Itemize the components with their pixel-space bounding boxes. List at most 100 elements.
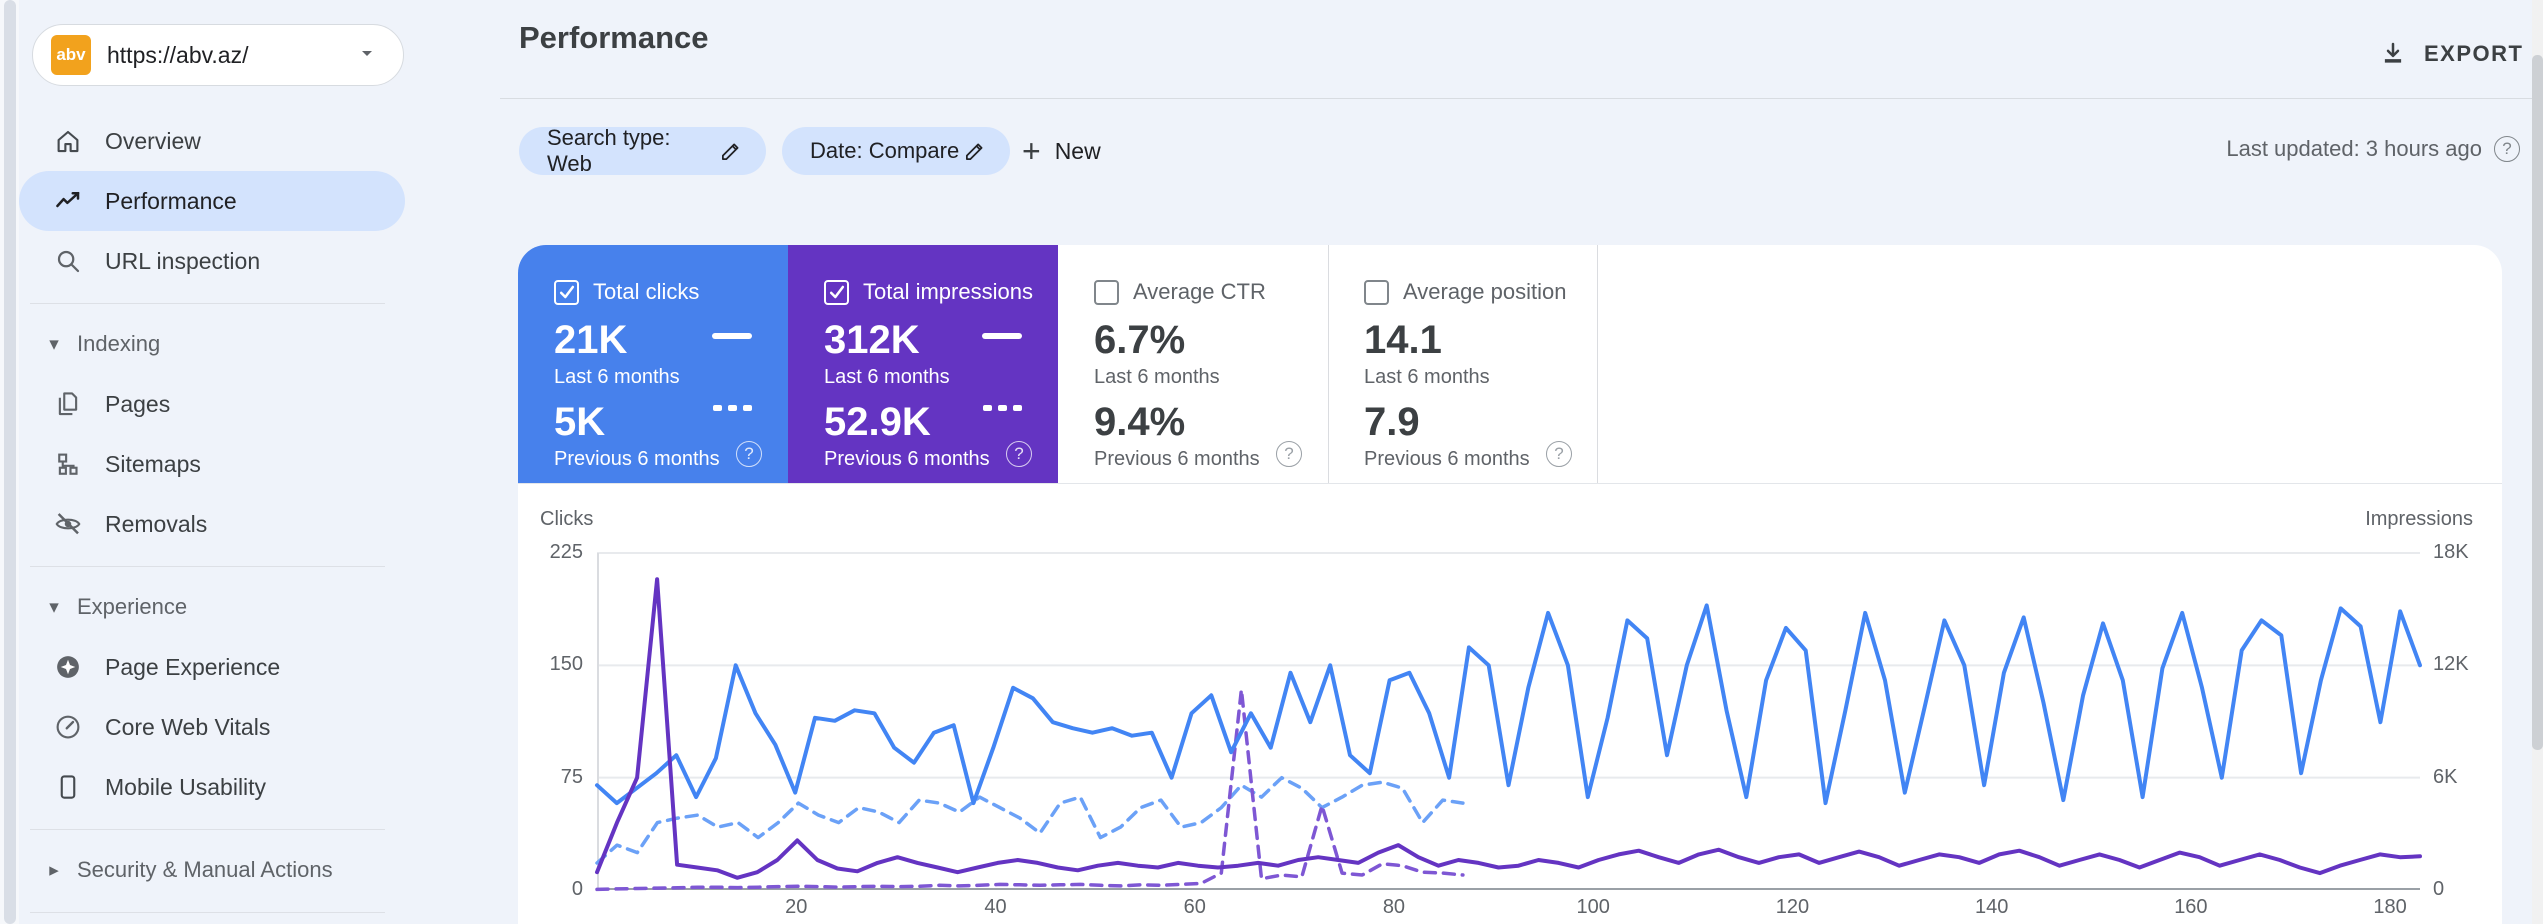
site-favicon: abv [51,35,91,75]
chevron-down-icon [355,41,379,70]
sidebar-item-page-experience[interactable]: Page Experience [19,637,405,697]
divider [30,303,385,304]
search-type-chip[interactable]: Search type: Web [519,125,766,176]
sidebar-item-label: Sitemaps [105,450,201,477]
sidebar-item-label: Mobile Usability [105,773,267,800]
current-value: 312K [824,318,920,362]
metric-card-average-ctr[interactable]: Average CTR 6.7% Last 6 months 9.4% Prev… [1058,245,1328,483]
divider [30,912,385,913]
help-icon[interactable]: ? [1006,441,1032,467]
sidebar-section-security-manual-actions[interactable]: ▸ Security & Manual Actions [19,840,405,900]
last-updated: Last updated: 3 hours ago ? [2226,136,2520,162]
divider [30,829,385,830]
help-icon[interactable]: ? [2494,136,2520,162]
sidebar-item-mobile-usability[interactable]: Mobile Usability [19,757,405,817]
current-period: Last 6 months [824,366,950,388]
card-divider [1328,245,1329,483]
previous-value: 5K [554,400,606,444]
sidebar-item-removals[interactable]: Removals [19,494,405,554]
sidebar-item-sitemaps[interactable]: Sitemaps [19,434,405,494]
current-value: 14.1 [1364,318,1442,362]
pages-icon [53,389,83,419]
series-line-dashed [595,775,1465,865]
checkbox-checked-icon[interactable] [824,279,849,305]
sidebar-item-pages[interactable]: Pages [19,374,405,434]
metric-card-total-impressions[interactable]: Total impressions 312K Last 6 months 52.… [788,245,1058,483]
previous-period: Previous 6 months [1094,448,1260,470]
previous-value: 52.9K [824,400,931,444]
right-scrollbar-thumb[interactable] [2532,55,2543,750]
sidebar-item-label: Page Experience [105,653,281,680]
performance-chart[interactable] [595,552,2422,892]
series-line-dashed [595,687,1465,892]
download-icon [2378,39,2408,69]
export-button[interactable]: EXPORT [2378,34,2523,74]
right-scrollbar[interactable] [2532,0,2543,924]
gauge-icon [53,712,83,742]
solid-line-indicator [712,333,752,339]
left-scrollbar-thumb[interactable] [4,0,16,924]
last-updated-text: Last updated: 3 hours ago [2226,136,2482,161]
new-filter-button[interactable]: + New [1022,127,1101,175]
current-period: Last 6 months [1364,366,1490,388]
chevron-down-icon: ▾ [49,596,59,618]
pencil-icon [718,138,744,164]
card-label: Average position [1403,279,1567,304]
metric-card-average-position[interactable]: Average position 14.1 Last 6 months 7.9 … [1328,245,1598,483]
divider [30,566,385,567]
property-selector[interactable]: abv https://abv.az/ [32,24,404,86]
magnifier-icon [53,246,83,276]
metric-card-total-clicks[interactable]: Total clicks 21K Last 6 months 5K Previo… [518,245,788,483]
sidebar-item-performance[interactable]: Performance [19,171,405,231]
sidebar-item-label: Performance [105,187,237,214]
dashed-line-indicator [713,405,752,411]
card-label: Total impressions [863,279,1033,304]
help-icon[interactable]: ? [736,441,762,467]
series-line-solid [595,603,2422,806]
sidebar-item-core-web-vitals[interactable]: Core Web Vitals [19,697,405,757]
export-label: EXPORT [2424,41,2524,66]
help-icon[interactable]: ? [1276,441,1302,467]
previous-period: Previous 6 months [824,448,990,470]
section-label: Indexing [77,331,161,356]
sidebar-item-label: URL inspection [105,247,261,274]
card-divider [1597,245,1598,483]
page-title: Performance [519,20,709,55]
checkbox-unchecked-icon[interactable] [1094,279,1119,305]
chevron-right-icon: ▸ [49,859,59,881]
solid-line-indicator [982,333,1022,339]
trending-line-icon [53,186,83,216]
section-label: Experience [77,594,188,619]
date-compare-chip[interactable]: Date: Compare [782,127,1010,175]
chevron-down-icon: ▾ [49,333,59,355]
left-scrollbar[interactable] [0,0,19,924]
section-label: Security & Manual Actions [77,857,333,882]
eye-off-icon [53,509,83,539]
previous-value: 9.4% [1094,400,1186,444]
sidebar-section-experience[interactable]: ▾ Experience [19,577,405,637]
dashed-line-indicator [983,405,1022,411]
series-line-solid [595,577,2422,880]
current-period: Last 6 months [554,366,680,388]
home-icon [53,126,83,156]
card-label: Total clicks [593,279,700,304]
sidebar-item-label: Removals [105,510,208,537]
new-filter-label: New [1054,137,1101,164]
right-axis-title: Impressions [2365,508,2473,530]
previous-period: Previous 6 months [554,448,720,470]
divider [518,483,2502,484]
pencil-icon [962,138,988,164]
page-experience-icon [53,652,83,682]
previous-period: Previous 6 months [1364,448,1530,470]
sidebar-item-overview[interactable]: Overview [19,111,405,171]
sidebar-item-label: Core Web Vitals [105,713,271,740]
help-icon[interactable]: ? [1546,441,1572,467]
chip-label: Search type: Web [547,125,671,176]
checkbox-unchecked-icon[interactable] [1364,279,1389,305]
sidebar-item-url-inspection[interactable]: URL inspection [19,231,405,291]
current-value: 21K [554,318,628,362]
checkbox-checked-icon[interactable] [554,279,579,305]
plus-icon: + [1022,133,1041,169]
sitemap-icon [53,449,83,479]
sidebar-section-indexing[interactable]: ▾ Indexing [19,314,405,374]
